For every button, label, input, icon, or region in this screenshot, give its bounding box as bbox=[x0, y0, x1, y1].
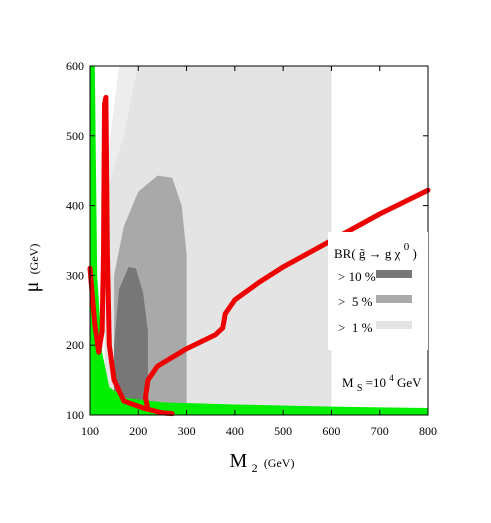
legend-title-superscript: 0 bbox=[404, 241, 410, 253]
annotation-ms-exponent: 4 bbox=[389, 373, 394, 383]
annotation-ms-subscript: S bbox=[357, 383, 363, 394]
legend: BR( g̃ → g χ 0 ) > 10 % > 5 % > 1 % bbox=[328, 232, 428, 350]
annotation-ms: M S =10 4 GeV bbox=[342, 369, 422, 394]
annotation-ms-equals: =10 bbox=[366, 375, 386, 390]
legend-entry-br10-label: > 10 % bbox=[338, 269, 376, 284]
y-axis-label: μ (GeV) bbox=[21, 244, 43, 293]
x-tick-label: 100 bbox=[81, 424, 99, 438]
curve-red-left bbox=[87, 94, 175, 417]
x-tick-label: 300 bbox=[178, 424, 196, 438]
legend-title-suffix: ) bbox=[412, 246, 416, 261]
plot-area bbox=[87, 66, 431, 417]
legend-title-prefix: BR( bbox=[334, 246, 356, 261]
legend-entry-br10-swatch bbox=[376, 270, 412, 278]
axis-ticks: 100 200 300 400 500 600 700 800 100 200 300 400 500 6… bbox=[66, 59, 437, 438]
x-axis-unit: (GeV) bbox=[264, 456, 295, 470]
x-tick-label: 400 bbox=[226, 424, 244, 438]
y-axis-unit: (GeV) bbox=[27, 244, 41, 275]
x-tick-label: 500 bbox=[274, 424, 292, 438]
legend-title-arrow: → bbox=[369, 246, 382, 261]
curve-red-right bbox=[143, 187, 431, 412]
legend-entry-br5-label: > 5 % bbox=[338, 294, 373, 309]
legend-entry-br1-label: > 1 % bbox=[338, 320, 373, 335]
region-br-10 bbox=[114, 267, 148, 410]
y-tick-label: 400 bbox=[66, 199, 84, 213]
y-tick-label: 200 bbox=[66, 338, 84, 352]
legend-title-products: g χ bbox=[385, 246, 401, 261]
x-tick-label: 800 bbox=[419, 424, 437, 438]
legend-title-gluino: g̃ bbox=[359, 246, 366, 261]
x-tick-label: 200 bbox=[129, 424, 147, 438]
annotation-ms-unit: GeV bbox=[397, 375, 422, 390]
x-tick-label: 700 bbox=[371, 424, 389, 438]
x-axis-label: M 2 (GeV) bbox=[230, 450, 295, 476]
legend-background bbox=[328, 232, 428, 350]
x-tick-label: 600 bbox=[322, 424, 340, 438]
x-axis-subscript: 2 bbox=[252, 461, 258, 475]
annotation-ms-symbol: M bbox=[342, 375, 354, 390]
y-tick-label: 600 bbox=[66, 59, 84, 73]
x-axis-symbol: M bbox=[230, 450, 248, 472]
legend-entry-br5-swatch bbox=[376, 295, 412, 303]
y-tick-label: 100 bbox=[66, 408, 84, 422]
legend-entry-br1-swatch bbox=[376, 321, 412, 329]
y-axis-symbol: μ bbox=[21, 282, 43, 293]
y-tick-label: 500 bbox=[66, 129, 84, 143]
legend-title: BR( g̃ → g χ 0 ) bbox=[334, 238, 417, 261]
y-tick-label: 300 bbox=[66, 268, 84, 282]
